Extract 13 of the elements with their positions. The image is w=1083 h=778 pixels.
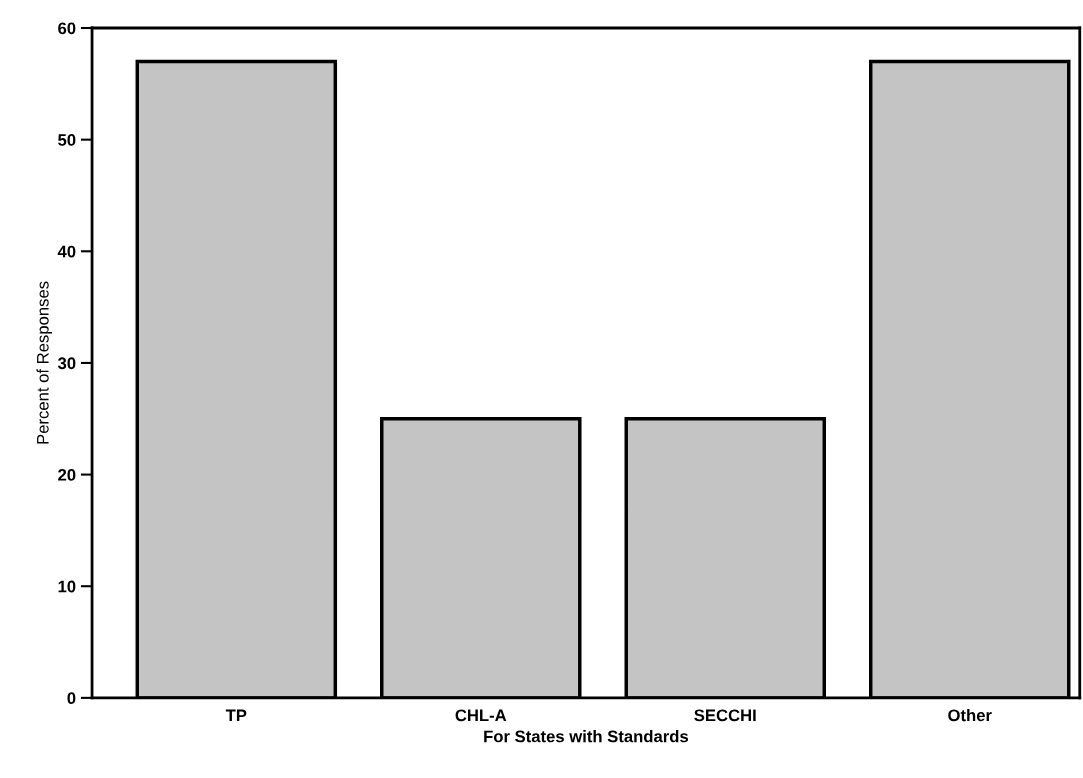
y-axis-title: Percent of Responses	[36, 281, 52, 444]
x-tick-label: TP	[225, 709, 247, 722]
x-tick-label: SECCHI	[694, 709, 756, 722]
x-tick-label: CHL-A	[455, 709, 507, 722]
x-tick-label: Other	[948, 708, 992, 722]
y-tick-label: 10	[58, 580, 76, 593]
x-axis-title: For States with Standards	[484, 730, 689, 743]
y-tick-label: 30	[57, 357, 76, 370]
y-tick-label: 60	[58, 22, 76, 35]
y-tick-label: 0	[67, 692, 76, 705]
y-tick-label: 20	[58, 468, 76, 481]
y-tick-label: 50	[58, 134, 76, 146]
y-tick-label: 40	[57, 245, 76, 258]
